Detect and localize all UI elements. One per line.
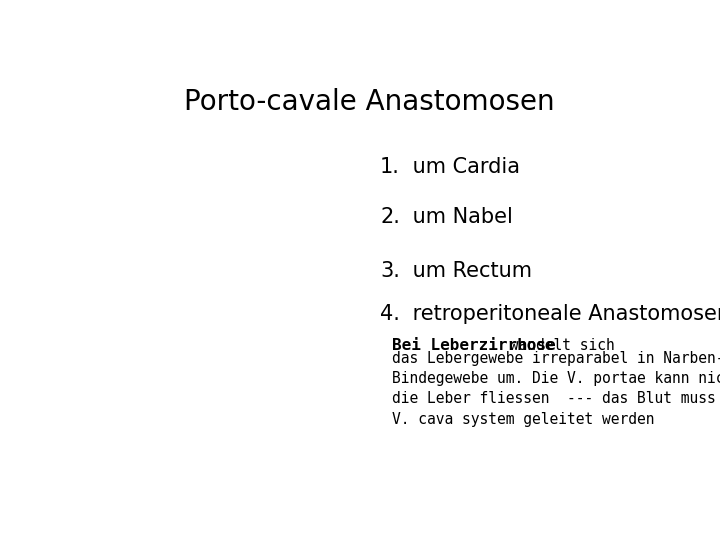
Text: retroperitoneale Anastomosen: retroperitoneale Anastomosen	[406, 303, 720, 323]
Text: Bei Leberzirrhose: Bei Leberzirrhose	[392, 338, 556, 353]
FancyBboxPatch shape	[98, 76, 384, 454]
Text: wandelt sich: wandelt sich	[501, 338, 615, 353]
Text: um Nabel: um Nabel	[406, 207, 513, 227]
Text: um Rectum: um Rectum	[406, 261, 532, 281]
Text: 2.: 2.	[380, 207, 400, 227]
Text: Porto-cavale Anastomosen: Porto-cavale Anastomosen	[184, 88, 554, 116]
Text: das Lebergewebe irreparabel in Narben- und
Bindegewebe um. Die V. portae kann ni: das Lebergewebe irreparabel in Narben- u…	[392, 350, 720, 427]
Text: 3.: 3.	[380, 261, 400, 281]
Text: um Cardia: um Cardia	[406, 157, 521, 177]
Text: 1.: 1.	[380, 157, 400, 177]
Text: 4.: 4.	[380, 303, 400, 323]
